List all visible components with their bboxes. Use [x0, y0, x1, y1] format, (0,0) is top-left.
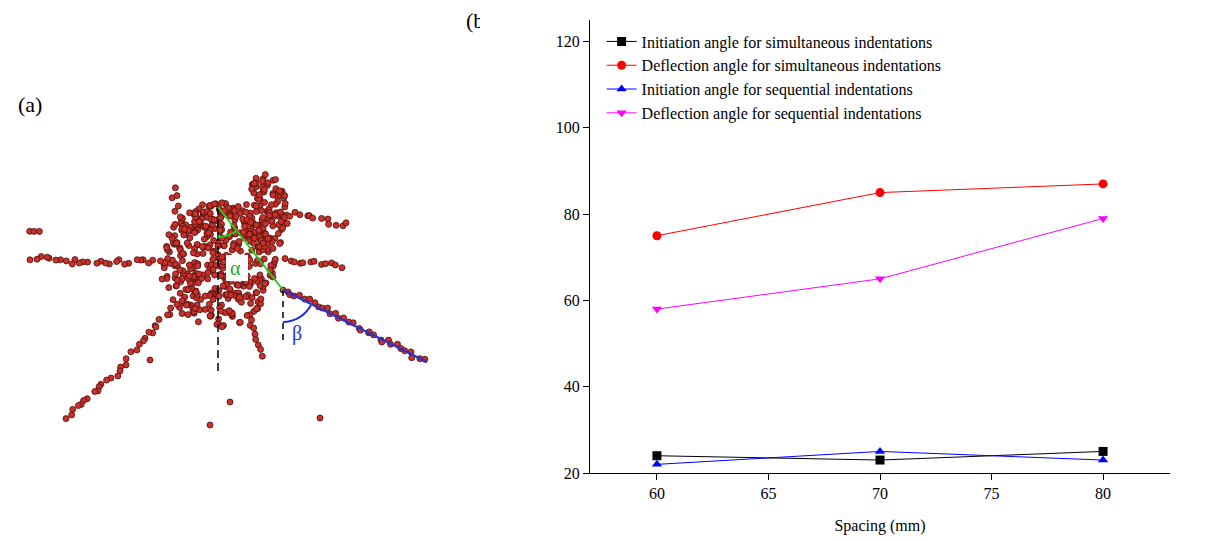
svg-text:20: 20 — [564, 465, 580, 482]
svg-text:(a): (a) — [18, 92, 42, 117]
svg-text:Deflection angle for simultane: Deflection angle for simultaneous indent… — [642, 57, 941, 75]
svg-text:65: 65 — [760, 485, 776, 502]
svg-text:100: 100 — [556, 119, 580, 136]
svg-text:α: α — [230, 257, 241, 279]
svg-text:Initiation angle for sequentia: Initiation angle for sequential indentat… — [642, 81, 913, 99]
svg-text:Initiation angle for simultane: Initiation angle for simultaneous indent… — [642, 34, 933, 52]
svg-text:Spacing (mm): Spacing (mm) — [834, 517, 925, 535]
svg-text:120: 120 — [556, 33, 580, 50]
svg-text:80: 80 — [564, 206, 580, 223]
svg-text:75: 75 — [984, 485, 1000, 502]
svg-text:β: β — [292, 322, 302, 345]
svg-text:70: 70 — [872, 485, 888, 502]
svg-text:Deflection angle for sequentia: Deflection angle for sequential indentat… — [642, 105, 922, 123]
svg-text:40: 40 — [564, 378, 580, 395]
html-text:(b): (b) — [466, 8, 492, 33]
svg-text:60: 60 — [564, 292, 580, 309]
svg-text:60: 60 — [649, 485, 665, 502]
svg-text:80: 80 — [1095, 485, 1111, 502]
